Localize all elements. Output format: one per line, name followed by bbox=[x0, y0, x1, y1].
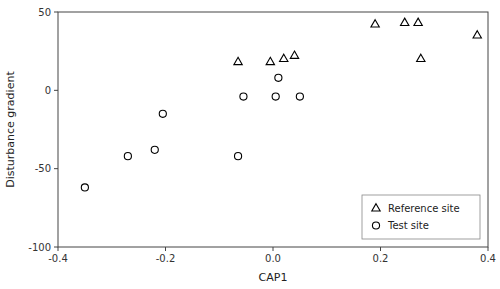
y-axis-label: Disturbance gradient bbox=[4, 71, 17, 188]
plot-frame bbox=[58, 12, 488, 247]
y-tick-label: -100 bbox=[28, 242, 51, 253]
legend-label: Test site bbox=[387, 220, 429, 231]
x-axis-label: CAP1 bbox=[259, 271, 288, 284]
x-tick-label: 0.0 bbox=[265, 253, 281, 264]
chart: -0.4 -0.2 0.0 0.2 0.4 -100 -50 0 50 CAP1 Disturban… bbox=[0, 0, 500, 289]
legend-marker bbox=[372, 204, 380, 211]
point bbox=[371, 20, 379, 27]
point bbox=[234, 57, 242, 64]
x-tick bbox=[488, 247, 489, 251]
x-tick bbox=[165, 247, 166, 251]
x-tick bbox=[273, 247, 274, 251]
point bbox=[414, 18, 422, 25]
legend: Reference site Test site bbox=[362, 195, 480, 239]
y-tick-label: 50 bbox=[38, 7, 51, 18]
legend-marker bbox=[372, 222, 379, 229]
y-tick-label: 0 bbox=[45, 85, 51, 96]
legend-box bbox=[362, 195, 480, 239]
y-tick bbox=[54, 168, 58, 169]
x-tick-label: 0.4 bbox=[480, 253, 496, 264]
point bbox=[275, 74, 282, 81]
y-tick bbox=[54, 247, 58, 248]
y-tick-label: -50 bbox=[35, 163, 51, 174]
point bbox=[81, 184, 88, 191]
x-tick-label: -0.4 bbox=[48, 253, 68, 264]
x-tick-label: 0.2 bbox=[373, 253, 389, 264]
point bbox=[240, 93, 247, 100]
point bbox=[266, 57, 274, 64]
x-tick bbox=[58, 247, 59, 251]
x-tick bbox=[380, 247, 381, 251]
point bbox=[151, 146, 158, 153]
point bbox=[290, 51, 298, 58]
point bbox=[280, 54, 288, 61]
point bbox=[234, 153, 241, 160]
points bbox=[81, 18, 481, 191]
point bbox=[272, 93, 279, 100]
point bbox=[159, 110, 166, 117]
point bbox=[417, 54, 425, 61]
point bbox=[296, 93, 303, 100]
y-tick bbox=[54, 90, 58, 91]
legend-label: Reference site bbox=[388, 203, 460, 214]
x-tick-label: -0.2 bbox=[156, 253, 176, 264]
point bbox=[473, 31, 481, 38]
point bbox=[400, 18, 408, 25]
y-tick bbox=[54, 12, 58, 13]
point bbox=[124, 153, 131, 160]
